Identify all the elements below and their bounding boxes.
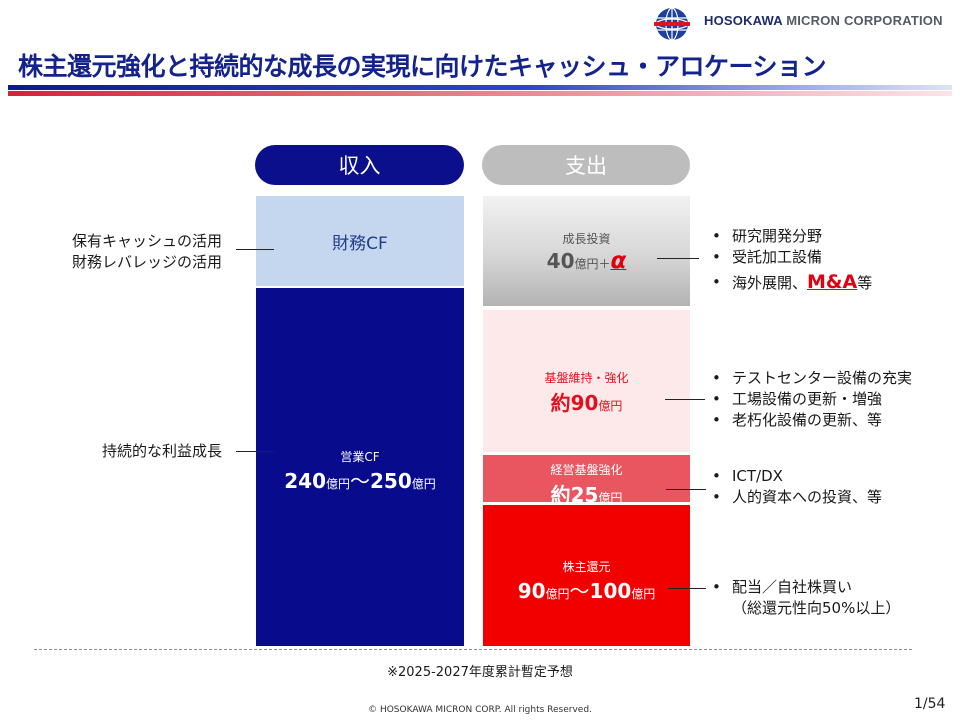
financing-label-leverage: 財務レバレッジの活用 xyxy=(71,253,222,271)
base-maintenance-label: 基盤維持・強化 xyxy=(544,371,629,385)
financing-labels: 保有キャッシュの活用 財務レバレッジの活用 xyxy=(72,231,222,273)
bullet-item: 受託加工設備 xyxy=(710,247,872,268)
management-base-label: 経営基盤強化 xyxy=(550,463,623,477)
connector-growth xyxy=(657,258,699,259)
management-base-block: 経営基盤強化 約25億円 xyxy=(483,455,690,507)
copyright: © HOSOKAWA MICRON CORP. All rights Reser… xyxy=(368,705,592,715)
connector-financing xyxy=(236,249,274,250)
title-underline-red xyxy=(8,91,952,96)
bullet-item: 工場設備の更新・増強 xyxy=(710,389,912,410)
bullet-item: ICT/DX xyxy=(710,466,882,487)
base-bullets: テストセンター設備の充実 工場設備の更新・増強 老朽化設備の更新、等 xyxy=(710,368,912,431)
base-maintenance-block: 基盤維持・強化 約90億円 xyxy=(483,310,690,452)
company-name-primary: HOSOKAWA xyxy=(704,13,783,28)
growth-investment-block: 成長投資 40億円＋α xyxy=(483,196,690,306)
company-name: HOSOKAWA MICRON CORPORATION xyxy=(704,13,943,28)
connector-management xyxy=(666,489,706,490)
management-base-value: 約25億円 xyxy=(550,483,623,507)
globe-logo-icon xyxy=(654,7,690,41)
financial-cf-block: 財務CF xyxy=(256,196,464,286)
bullet-item: 老朽化設備の更新、等 xyxy=(710,410,912,431)
growth-investment-label: 成長投資 xyxy=(562,232,611,246)
bullet-item: テストセンター設備の充実 xyxy=(710,368,912,389)
bullet-item-ma: 海外展開、M&A等 xyxy=(710,272,872,294)
title-underline-blue xyxy=(8,85,952,90)
page-number: 1/54 xyxy=(914,696,946,712)
return-note: （総還元性向50%以上） xyxy=(732,599,901,617)
income-header: 収入 xyxy=(255,145,464,185)
company-name-secondary: MICRON CORPORATION xyxy=(786,13,943,28)
growth-bullets: 研究開発分野 受託加工設備 海外展開、M&A等 xyxy=(710,226,872,294)
bullet-item: 配当／自社株買い xyxy=(710,577,900,598)
ma-highlight: M&A xyxy=(807,271,858,293)
management-bullets: ICT/DX 人的資本への投資、等 xyxy=(710,466,882,508)
operating-cf-value: 240億円～250億円 xyxy=(284,469,436,493)
page-title: 株主還元強化と持続的な成長の実現に向けたキャッシュ・アロケーション xyxy=(18,52,827,81)
return-bullets: 配当／自社株買い （総還元性向50%以上） xyxy=(710,577,900,619)
shareholder-return-block: 株主還元 90億円～100億円 xyxy=(483,505,690,646)
shareholder-return-label: 株主還元 xyxy=(562,560,611,574)
connector-return xyxy=(668,588,706,589)
expense-header: 支出 xyxy=(482,145,690,185)
forecast-note: ※2025-2027年度累計暫定予想 xyxy=(387,665,573,680)
bullet-item: 人的資本への投資、等 xyxy=(710,487,882,508)
operating-cf-block: 営業CF 240億円～250億円 xyxy=(256,288,464,646)
shareholder-return-value: 90億円～100億円 xyxy=(517,579,656,603)
connector-base xyxy=(665,399,705,400)
financing-label-cash: 保有キャッシュの活用 xyxy=(71,232,222,250)
connector-sustainable xyxy=(236,451,274,452)
sustainable-growth-label: 持続的な利益成長 xyxy=(101,442,222,460)
operating-cf-label: 営業CF xyxy=(340,450,380,464)
base-maintenance-value: 約90億円 xyxy=(550,391,623,415)
dashed-divider xyxy=(34,649,912,650)
growth-investment-value: 40億円＋α xyxy=(546,248,627,274)
bullet-item: 研究開発分野 xyxy=(710,226,872,247)
